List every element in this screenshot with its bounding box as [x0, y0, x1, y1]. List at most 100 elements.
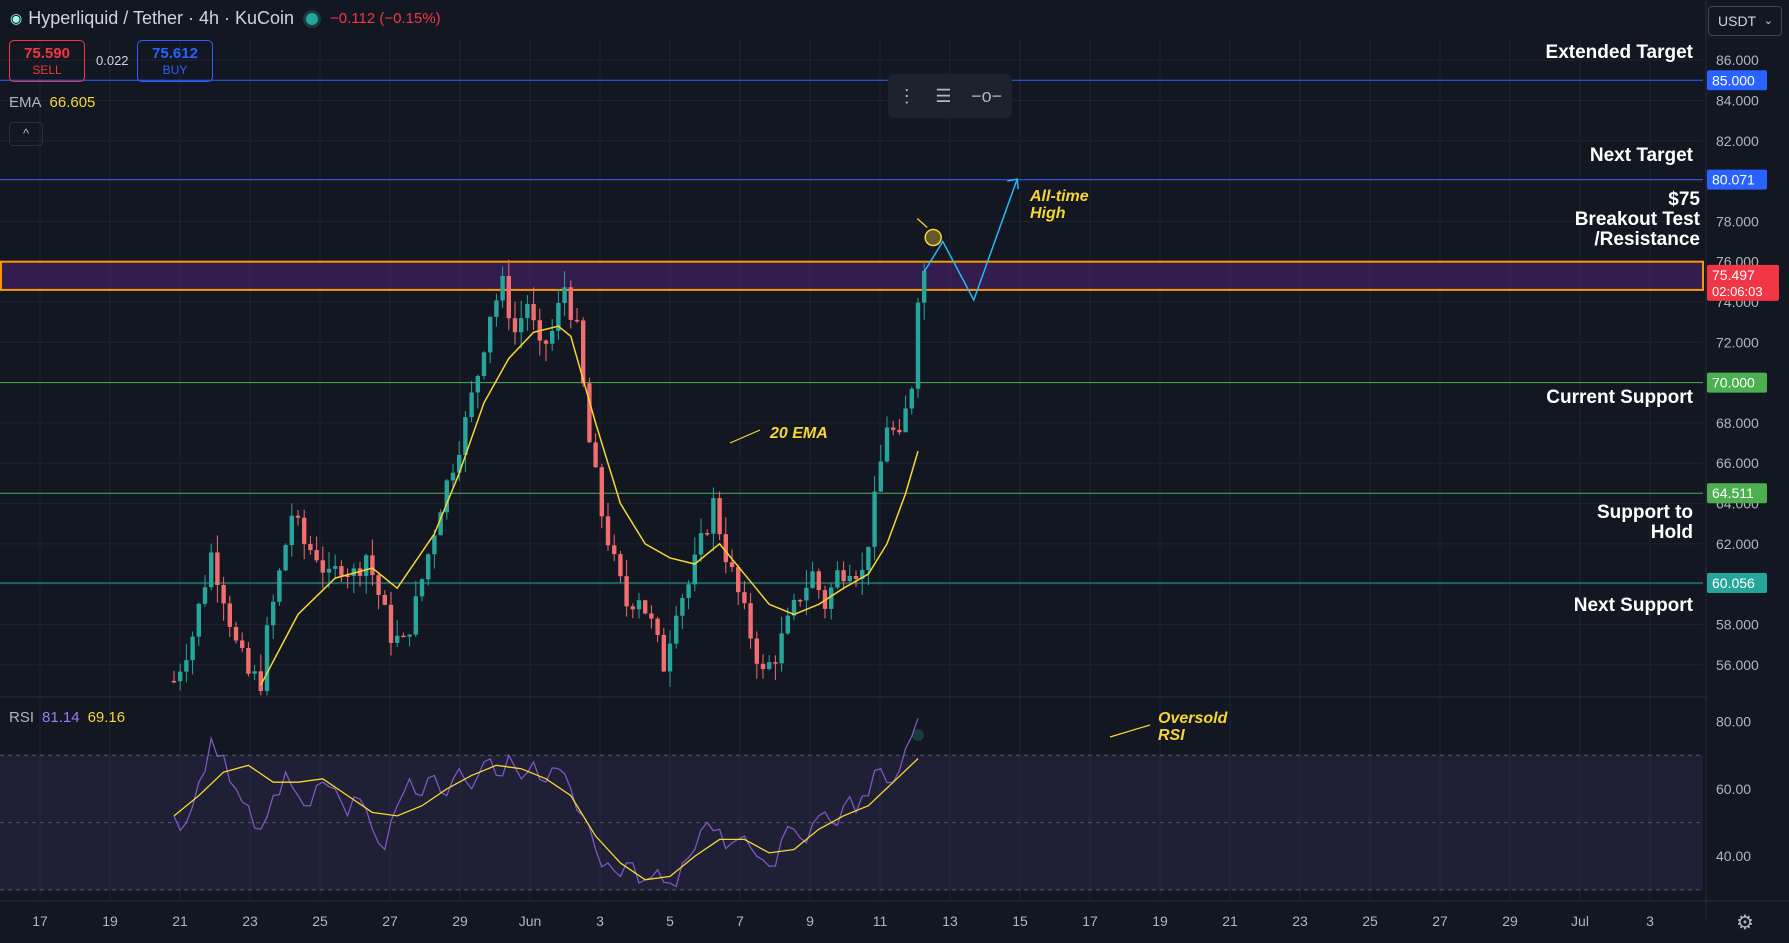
time-tick-label: 23 — [1292, 913, 1308, 929]
candle-body — [512, 318, 518, 333]
candle-body — [562, 287, 567, 303]
ath-annotation-line-1: All-time — [1030, 188, 1089, 205]
candle-body — [444, 480, 449, 513]
candle-body — [295, 515, 301, 518]
countdown-text: 02:06:03 — [1712, 284, 1763, 299]
candle-body — [804, 587, 809, 601]
candle-body — [767, 662, 772, 669]
time-tick-label: Jul — [1571, 913, 1589, 929]
price-tick-label: 72.000 — [1716, 334, 1759, 350]
chart-settings-gear-icon[interactable]: ⚙ — [1736, 912, 1754, 934]
candle-body — [835, 570, 840, 588]
candle-body — [711, 498, 716, 534]
level-price-tag — [1707, 483, 1767, 504]
sell-button[interactable]: 75.590 SELL — [9, 40, 85, 82]
time-tick-label: 3 — [1646, 913, 1654, 929]
chevron-up-icon: ^ — [22, 126, 30, 141]
candle-body — [568, 287, 573, 320]
candle-body — [506, 276, 511, 319]
candle-body — [736, 567, 741, 593]
candle-body — [649, 613, 654, 619]
candle-body — [791, 599, 797, 616]
candle-body — [723, 534, 728, 563]
symbol-header[interactable]: ◉ Hyperliquid / Tether · 4h · KuCoin −0.… — [10, 8, 441, 29]
candle-body — [853, 576, 859, 579]
extended-target-label: Extended Target — [1545, 42, 1693, 63]
candle-body — [475, 375, 480, 393]
ema-legend-label: EMA — [9, 94, 42, 111]
candle-body — [866, 546, 871, 570]
candle-body — [581, 320, 586, 384]
candle-body — [543, 340, 549, 344]
candle-body — [550, 330, 555, 344]
candle-body — [395, 635, 400, 643]
price-tick-label: 58.000 — [1716, 616, 1759, 632]
candle-body — [754, 638, 759, 664]
symbol-title[interactable]: Hyperliquid / Tether · 4h · KuCoin — [28, 8, 295, 28]
candle-body — [178, 671, 183, 682]
collapse-legend-button[interactable]: ^ — [9, 122, 43, 146]
line-tool-icon[interactable]: −o− — [971, 85, 1003, 106]
sell-label: SELL — [32, 63, 62, 77]
next-target-label: Next Target — [1589, 145, 1693, 166]
ema-legend[interactable]: EMA 66.605 — [9, 94, 95, 111]
candle-body — [438, 512, 443, 536]
oversold-rsi-annotation: Oversold RSI — [1158, 710, 1228, 744]
ema-20-line — [260, 325, 919, 686]
candle-body — [314, 550, 319, 561]
candle-body — [345, 575, 350, 578]
settings-lines-icon[interactable]: ☰ — [935, 85, 952, 106]
candle-body — [915, 302, 921, 389]
candle-body — [221, 584, 226, 604]
candle-body — [878, 461, 883, 492]
candle-body — [556, 302, 561, 331]
drag-handle-icon[interactable]: ⋮ — [897, 85, 916, 106]
candle-body — [264, 625, 270, 692]
candle-body — [897, 429, 902, 433]
candle-body — [903, 408, 908, 433]
currency-select[interactable]: USDT ⌄ — [1708, 6, 1782, 36]
candle-body — [618, 554, 623, 577]
candle-body — [401, 635, 406, 638]
candle-body — [469, 392, 474, 418]
rsi-line — [173, 717, 919, 888]
level-price-tag — [1707, 70, 1767, 91]
level-price-tag-text: 80.071 — [1712, 172, 1755, 188]
floating-drawing-toolbar[interactable]: ⋮ ☰ −o− — [888, 74, 1012, 118]
candle-body — [450, 472, 456, 481]
candle-body — [382, 594, 387, 605]
candle-body — [488, 316, 493, 353]
candle-body — [432, 535, 437, 555]
overbought-fill — [912, 729, 924, 742]
candle-body — [196, 603, 201, 637]
level-price-tag-text: 60.056 — [1712, 575, 1755, 591]
candle-body — [624, 576, 629, 607]
hyperliquid-logo-icon: ◉ — [10, 10, 23, 26]
ath-arrow — [916, 218, 928, 228]
ema-legend-value: 66.605 — [49, 94, 96, 111]
candle-body — [302, 517, 307, 544]
rsi-ma-line — [173, 758, 919, 881]
current-support-label: Current Support — [1546, 387, 1693, 408]
candle-body — [351, 568, 356, 576]
breakout-label-line-3: /Resistance — [1594, 229, 1700, 250]
candle-body — [779, 633, 784, 664]
time-tick-label: Jun — [519, 913, 542, 929]
rsi-legend[interactable]: RSI 81.14 69.16 — [9, 709, 125, 726]
candle-body — [593, 442, 598, 468]
candle-body — [785, 615, 790, 634]
candle-body — [364, 555, 369, 576]
candle-body — [339, 566, 344, 576]
candle-body — [686, 584, 691, 598]
candle-body — [692, 554, 697, 585]
price-tick-label: 86.000 — [1716, 52, 1759, 68]
price-tick-label: 68.000 — [1716, 415, 1759, 431]
support-to-hold-label: Support to Hold — [1596, 502, 1693, 543]
candle-body — [413, 596, 418, 635]
buy-button[interactable]: 75.612 BUY — [137, 40, 213, 82]
time-tick-label: 23 — [242, 913, 258, 929]
candle-body — [574, 319, 580, 322]
level-price-tag — [1707, 573, 1767, 594]
time-tick-label: 21 — [1222, 913, 1238, 929]
